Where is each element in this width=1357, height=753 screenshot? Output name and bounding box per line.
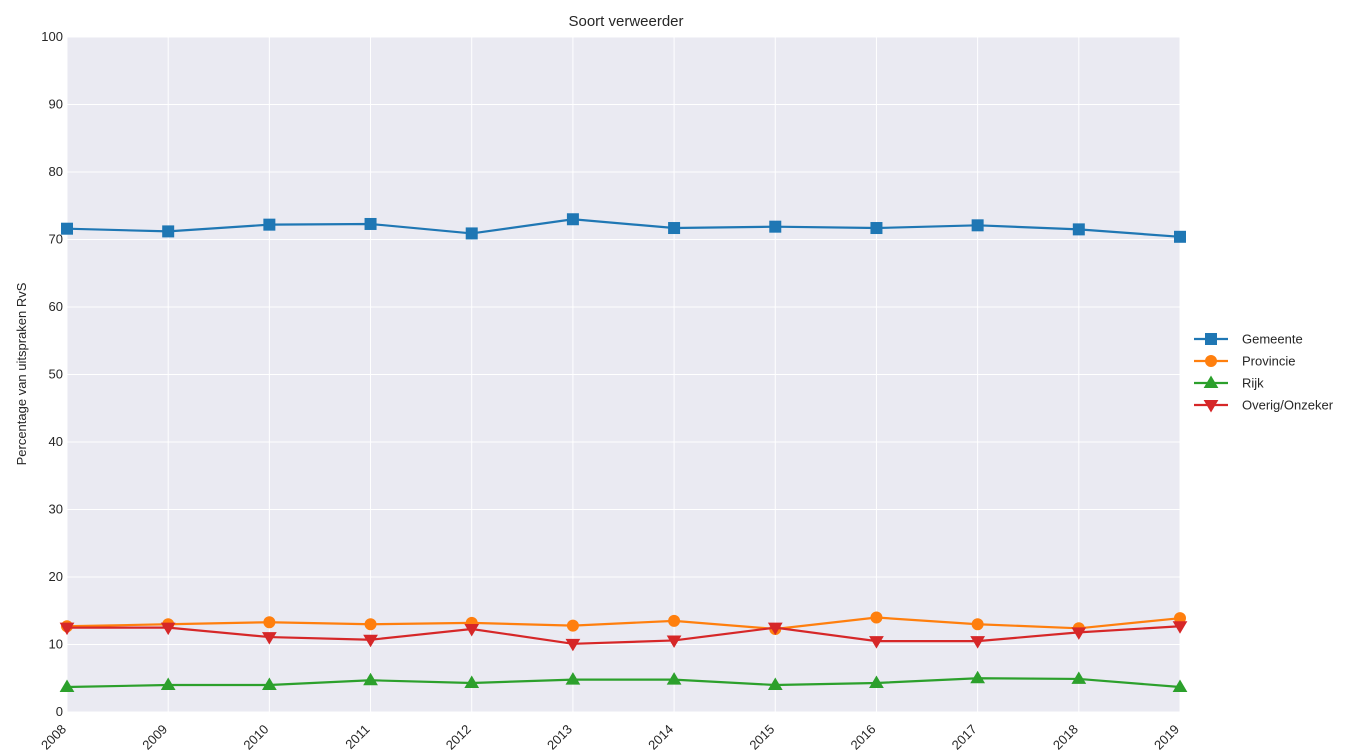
data-point-rijk bbox=[59, 679, 75, 693]
legend-label: Overig/Onzeker bbox=[1242, 398, 1334, 413]
x-tick-label: 2018 bbox=[1050, 722, 1081, 753]
legend-marker-overig-onzeker bbox=[1203, 400, 1219, 413]
x-tick-label: 2010 bbox=[240, 722, 271, 753]
x-tick-label: 2013 bbox=[544, 722, 575, 753]
series-line-overig-onzeker bbox=[67, 625, 1181, 645]
data-point-overig-onzeker bbox=[261, 632, 277, 645]
y-tick-label: 100 bbox=[41, 29, 63, 44]
data-point-gemeente bbox=[465, 227, 478, 240]
data-point-provincie bbox=[263, 616, 276, 629]
grid-lines bbox=[66, 36, 1181, 713]
series-line-gemeente bbox=[66, 218, 1181, 238]
legend-item-provincie: Provincie bbox=[1194, 354, 1295, 369]
legend-item-gemeente: Gemeente bbox=[1194, 332, 1303, 347]
series-gemeente bbox=[61, 213, 1186, 243]
data-point-rijk bbox=[1172, 679, 1188, 693]
y-tick-label: 40 bbox=[49, 434, 63, 449]
series-line-provincie bbox=[66, 616, 1181, 631]
data-point-rijk bbox=[261, 677, 277, 690]
y-axis-ticks: 0 10 20 30 40 50 60 70 80 90 100 bbox=[41, 29, 63, 719]
series-rijk bbox=[59, 670, 1188, 693]
data-point-gemeente bbox=[668, 222, 681, 235]
data-point-rijk bbox=[767, 677, 783, 690]
data-point-provincie bbox=[364, 618, 377, 631]
data-point-overig-onzeker bbox=[160, 622, 176, 636]
legend-marker-rijk bbox=[1203, 375, 1219, 388]
data-point-overig-onzeker bbox=[59, 622, 75, 636]
y-tick-label: 30 bbox=[49, 502, 63, 517]
data-point-rijk bbox=[1071, 671, 1087, 684]
legend-label: Rijk bbox=[1242, 376, 1264, 391]
legend-item-rijk: Rijk bbox=[1194, 376, 1264, 391]
data-point-rijk bbox=[970, 670, 986, 684]
data-point-gemeente bbox=[1174, 230, 1186, 243]
data-point-overig-onzeker bbox=[666, 635, 682, 648]
series-line-rijk bbox=[66, 677, 1181, 689]
data-point-provincie bbox=[971, 618, 984, 631]
data-point-gemeente bbox=[162, 225, 175, 238]
x-tick-label: 2012 bbox=[443, 722, 474, 753]
data-point-gemeente bbox=[61, 222, 73, 235]
data-point-overig-onzeker bbox=[1172, 621, 1188, 634]
y-tick-label: 50 bbox=[49, 367, 63, 382]
y-tick-label: 60 bbox=[49, 299, 63, 314]
y-tick-label: 10 bbox=[49, 637, 63, 652]
x-tick-label: 2014 bbox=[645, 722, 676, 753]
data-point-gemeente bbox=[566, 213, 579, 226]
x-tick-label: 2015 bbox=[746, 722, 777, 753]
data-point-provincie bbox=[870, 611, 883, 624]
legend-label: Gemeente bbox=[1242, 332, 1303, 347]
data-point-gemeente bbox=[769, 220, 782, 233]
series-layer bbox=[59, 213, 1188, 693]
data-point-overig-onzeker bbox=[869, 636, 884, 649]
y-axis-label: Percentage van uitspraken RvS bbox=[14, 282, 29, 465]
data-point-rijk bbox=[160, 677, 176, 690]
x-tick-label: 2017 bbox=[949, 722, 980, 753]
legend-marker-provincie bbox=[1205, 355, 1217, 367]
data-point-gemeente bbox=[263, 218, 276, 231]
x-axis-ticks: 2008 2009 2010 2011 2012 2013 2014 2015 2016 2017… bbox=[38, 722, 1182, 753]
data-point-overig-onzeker bbox=[1071, 627, 1087, 640]
legend-marker-gemeente bbox=[1205, 333, 1217, 345]
series-overig-onzeker bbox=[59, 621, 1188, 652]
data-point-overig-onzeker bbox=[970, 636, 986, 649]
y-tick-label: 20 bbox=[49, 569, 63, 584]
data-point-gemeente bbox=[1072, 223, 1085, 236]
series-provincie bbox=[61, 611, 1186, 635]
data-point-overig-onzeker bbox=[464, 623, 480, 637]
y-tick-label: 0 bbox=[56, 704, 63, 719]
legend-item-overig-onzeker: Overig/Onzeker bbox=[1194, 398, 1334, 413]
data-point-provincie bbox=[668, 614, 681, 627]
legend: Gemeente Provincie Rijk Overig/Onzeker bbox=[1194, 332, 1334, 413]
data-point-rijk bbox=[869, 675, 884, 688]
x-tick-label: 2009 bbox=[139, 722, 170, 753]
x-tick-label: 2008 bbox=[38, 722, 69, 753]
data-point-overig-onzeker bbox=[565, 638, 581, 652]
data-point-rijk bbox=[666, 672, 682, 685]
data-point-overig-onzeker bbox=[767, 622, 783, 636]
chart-title: Soort verweerder bbox=[568, 13, 683, 30]
x-tick-label: 2019 bbox=[1151, 722, 1182, 753]
data-point-overig-onzeker bbox=[363, 634, 378, 648]
x-tick-label: 2011 bbox=[342, 722, 372, 752]
y-tick-label: 80 bbox=[49, 164, 63, 179]
x-tick-label: 2016 bbox=[848, 722, 879, 753]
data-point-gemeente bbox=[971, 219, 984, 232]
legend-label: Provincie bbox=[1242, 354, 1295, 369]
data-point-rijk bbox=[464, 675, 480, 688]
data-point-gemeente bbox=[870, 222, 883, 235]
data-point-gemeente bbox=[364, 217, 377, 230]
data-point-rijk bbox=[363, 672, 378, 686]
data-point-rijk bbox=[565, 672, 581, 685]
data-point-provincie bbox=[566, 619, 579, 632]
y-tick-label: 70 bbox=[49, 232, 63, 247]
y-tick-label: 90 bbox=[49, 97, 63, 112]
